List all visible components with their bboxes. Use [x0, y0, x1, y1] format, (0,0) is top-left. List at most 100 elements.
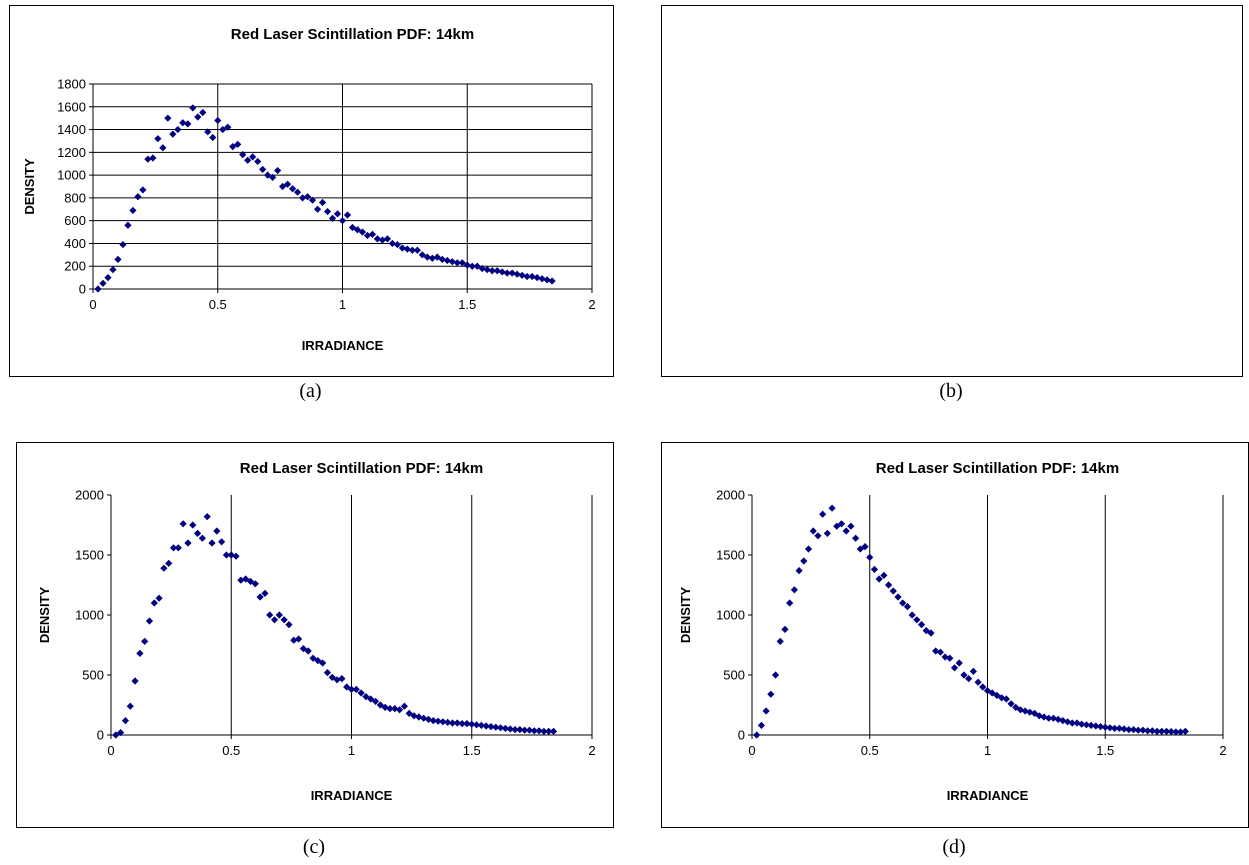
data-point: [318, 198, 327, 207]
data-point: [413, 246, 421, 254]
data-point: [224, 123, 232, 131]
data-point: [1035, 712, 1043, 720]
x-tick-label: 1: [984, 743, 991, 758]
data-point: [174, 125, 182, 134]
data-point: [204, 128, 212, 136]
data-point: [1082, 721, 1091, 729]
data-point: [503, 269, 511, 277]
data-point: [1007, 700, 1015, 708]
data-point: [403, 245, 411, 253]
data-point: [363, 231, 372, 240]
data-point: [219, 125, 227, 134]
data-point: [357, 689, 365, 697]
caption-a: (a): [299, 380, 322, 402]
data-point: [487, 723, 495, 731]
data-point: [333, 676, 341, 684]
x-tick-label: 0: [748, 743, 755, 758]
chart-frame-d: Red Laser Scintillation PDF: 14km 0 0.5 1 1.…: [661, 442, 1249, 828]
data-point: [1049, 714, 1058, 722]
data-point: [119, 240, 127, 249]
data-point: [444, 718, 452, 726]
chart-frame-b: Red Laser Scintillation PDF: 14km00.511.…: [661, 5, 1243, 377]
data-point: [917, 621, 926, 629]
data-point: [965, 675, 973, 683]
data-point: [448, 258, 456, 266]
data-point: [828, 504, 836, 512]
data-point: [1144, 727, 1152, 735]
data-point: [870, 565, 879, 573]
y-tick-label: 1400: [57, 122, 86, 137]
data-point: [543, 276, 551, 284]
data-point: [145, 617, 154, 625]
data-point: [160, 564, 168, 572]
data-point: [109, 266, 117, 274]
x-tick-label: 0: [107, 743, 114, 758]
chart-title: Red Laser Scintillation PDF: 14km: [240, 460, 483, 477]
data-point: [468, 262, 476, 270]
data-point: [497, 724, 505, 732]
data-point: [348, 223, 357, 232]
data-point: [179, 119, 187, 127]
data-point: [525, 726, 534, 734]
data-point: [1068, 719, 1076, 727]
scatter-chart-c: Red Laser Scintillation PDF: 14km 0 0.5 1 1.…: [37, 460, 596, 803]
data-point: [1078, 720, 1086, 728]
chart-panel-b: Red Laser Scintillation PDF: 14km00.511.…: [620, 0, 1249, 410]
chart-panel-d: Red Laser Scintillation PDF: 14km 0 0.5 1 1.…: [620, 440, 1249, 865]
data-point: [159, 144, 167, 152]
data-points: [753, 504, 1189, 739]
data-point: [899, 599, 907, 607]
data-point: [513, 270, 521, 278]
data-point: [518, 271, 526, 279]
chart-panel-a: Red Laser Scintillation PDF: 14km 0 0.5 1 1.…: [0, 0, 620, 410]
data-point: [418, 251, 426, 259]
data-point: [453, 259, 461, 267]
data-point: [378, 236, 387, 244]
scatter-chart-a: Red Laser Scintillation PDF: 14km 0 0.5 1 1.…: [22, 26, 596, 353]
data-point: [1111, 724, 1119, 732]
data-point: [1054, 715, 1062, 723]
data-point: [193, 529, 202, 537]
data-point: [218, 538, 226, 546]
data-point: [313, 205, 322, 213]
data-point: [477, 721, 485, 729]
data-point: [488, 267, 496, 275]
y-tick-label: 1000: [75, 608, 104, 623]
data-point: [434, 717, 442, 725]
y-tick-label: 200: [64, 259, 86, 274]
data-point: [298, 194, 307, 202]
data-point: [913, 616, 921, 624]
data-point: [473, 262, 481, 270]
data-point: [1177, 728, 1185, 736]
data-point: [969, 667, 977, 675]
data-point: [501, 724, 510, 732]
x-tick-label: 0.5: [222, 743, 240, 758]
caption-d: (d): [942, 836, 966, 858]
data-point: [165, 559, 173, 567]
data-point: [1115, 724, 1123, 732]
x-axis-title: IRRADIANCE: [947, 788, 1029, 803]
data-point: [545, 727, 553, 735]
data-point: [244, 156, 252, 164]
data-point: [800, 557, 808, 565]
data-point: [150, 599, 158, 607]
y-tick-label: 600: [64, 213, 86, 228]
data-point: [214, 116, 222, 125]
data-point: [1181, 727, 1189, 735]
data-point: [208, 539, 216, 547]
data-point: [482, 722, 490, 730]
data-point: [209, 133, 217, 142]
y-axis-title: DENSITY: [678, 587, 693, 644]
data-point: [323, 669, 332, 677]
data-point: [139, 186, 147, 194]
data-point: [136, 649, 144, 657]
data-point: [781, 625, 789, 633]
y-tick-label: 500: [723, 668, 745, 683]
data-point: [319, 659, 327, 667]
data-point: [535, 727, 543, 735]
data-point: [478, 264, 486, 273]
data-point: [1096, 723, 1105, 731]
data-point: [279, 182, 287, 191]
data-point: [164, 114, 172, 122]
data-point: [1148, 727, 1156, 735]
